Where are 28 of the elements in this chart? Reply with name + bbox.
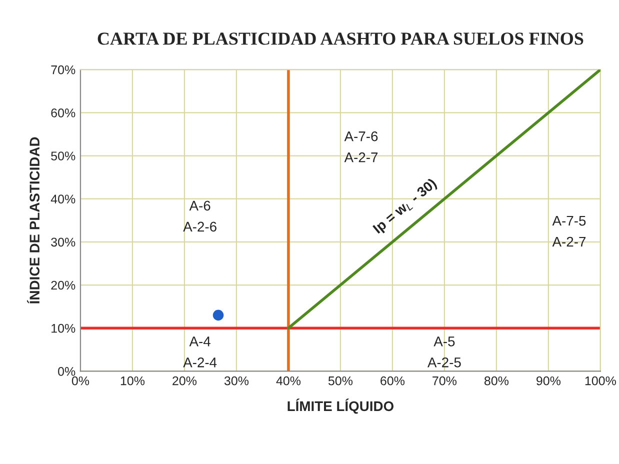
annotation: Ip = w$_{L}$ - 30) <box>372 178 439 236</box>
x-axis-title: LÍMITE LÍQUIDO <box>288 398 394 414</box>
x-tick-label: 40% <box>276 376 301 386</box>
chart-title: CARTA DE PLASTICIDAD AASHTO PARA SUELOS FINOS <box>98 32 584 45</box>
y-tick-label: 20% <box>51 280 76 290</box>
annotation: A-7-5 A-2-7 <box>552 216 586 247</box>
y-tick-label: 30% <box>51 238 76 247</box>
x-tick-label: 100% <box>585 376 616 386</box>
x-tick-label: 90% <box>536 376 560 386</box>
y-tick-label: 10% <box>52 324 76 333</box>
annotation: A-5 A-2-5 <box>427 336 461 368</box>
y-tick-label: 40% <box>50 194 76 204</box>
x-tick-label: 60% <box>380 376 405 386</box>
x-tick-label: 30% <box>224 376 249 386</box>
x-tick-label: 0% <box>72 376 90 386</box>
x-tick-label: 70% <box>432 376 457 386</box>
x-tick-label: 80% <box>484 376 509 386</box>
annotation: A-6 A-2-6 <box>183 200 216 232</box>
annotation: A-4 A-2-4 <box>183 336 217 368</box>
y-axis-title: ÍNDICE DE PLASTICIDAD <box>27 137 40 304</box>
x-tick-label: 20% <box>172 376 197 386</box>
y-tick-label: 0% <box>58 367 76 376</box>
x-tick-label: 10% <box>120 376 145 386</box>
y-tick-label: 70% <box>51 65 76 74</box>
annotation: A-7-6 A-2-7 <box>344 131 378 162</box>
x-tick-label: 50% <box>328 376 353 386</box>
y-tick-label: 60% <box>51 108 76 118</box>
y-tick-label: 50% <box>51 152 76 160</box>
